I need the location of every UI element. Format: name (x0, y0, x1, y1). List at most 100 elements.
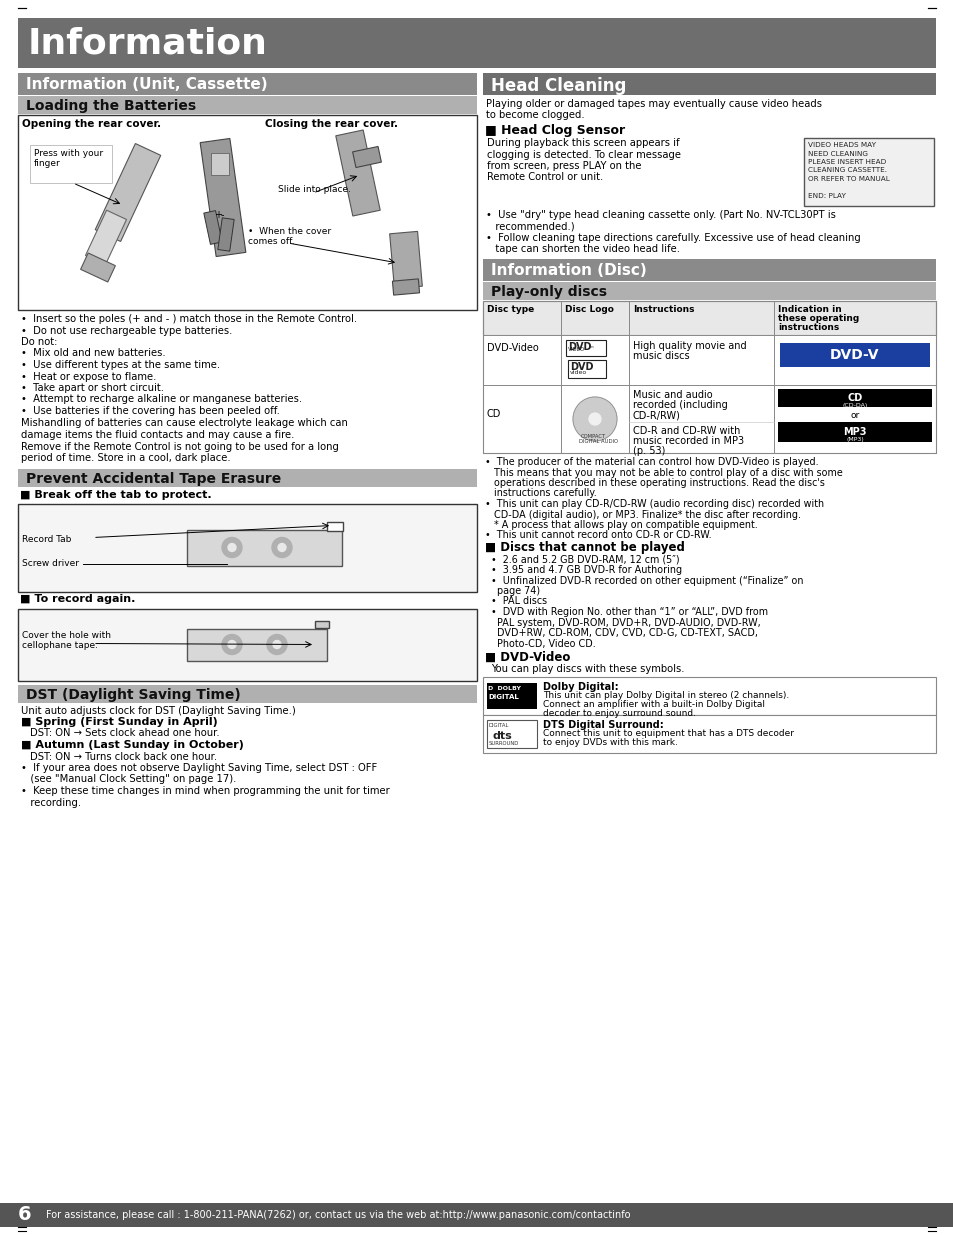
Text: •  Use batteries if the covering has been peeled off.: • Use batteries if the covering has been… (21, 406, 279, 416)
Text: VIDEO HEADS MAY: VIDEO HEADS MAY (807, 142, 875, 148)
Text: music discs: music discs (633, 351, 689, 361)
Text: This unit can play Dolby Digital in stereo (2 channels).: This unit can play Dolby Digital in ster… (542, 692, 788, 700)
Text: +: + (213, 210, 222, 221)
Bar (327, 521, 343, 531)
Text: Playing older or damaged tapes may eventually cause video heads: Playing older or damaged tapes may event… (485, 99, 821, 109)
Text: page 74): page 74) (497, 585, 539, 597)
Text: DST: ON → Sets clock ahead one hour.: DST: ON → Sets clock ahead one hour. (30, 729, 219, 739)
Text: Press with your
finger: Press with your finger (34, 149, 103, 168)
Text: tape can shorten the video head life.: tape can shorten the video head life. (485, 245, 679, 254)
Bar (18, 684, 476, 703)
Text: or: or (849, 411, 859, 420)
Text: •  Use "dry" type head cleaning cassette only. (Part No. NV-TCL30PT is: • Use "dry" type head cleaning cassette … (485, 210, 835, 220)
Text: Unit auto adjusts clock for DST (Daylight Saving Time.): Unit auto adjusts clock for DST (Dayligh… (21, 705, 295, 715)
Text: •  Insert so the poles (+ and - ) match those in the Remote Control.: • Insert so the poles (+ and - ) match t… (21, 314, 356, 324)
Bar (30, 144, 112, 183)
Text: clogging is detected. To clear message: clogging is detected. To clear message (486, 149, 680, 159)
Bar (567, 359, 605, 378)
Text: DVD+RW, CD-ROM, CDV, CVD, CD-G, CD-TEXT, SACD,: DVD+RW, CD-ROM, CDV, CVD, CD-G, CD-TEXT,… (497, 629, 758, 638)
Text: -: - (221, 210, 224, 221)
Text: Prevent Accidental Tape Erasure: Prevent Accidental Tape Erasure (26, 472, 281, 485)
Text: DIGITAL AUDIO: DIGITAL AUDIO (578, 438, 618, 445)
Text: NEED CLEANING: NEED CLEANING (807, 151, 867, 157)
Text: instructions: instructions (778, 324, 839, 332)
Text: period of time. Store in a cool, dark place.: period of time. Store in a cool, dark pl… (21, 453, 231, 463)
Circle shape (222, 537, 242, 557)
Text: Closing the rear cover.: Closing the rear cover. (265, 119, 397, 128)
Text: OR REFER TO MANUAL: OR REFER TO MANUAL (807, 177, 889, 182)
Text: Slide into place.: Slide into place. (277, 185, 351, 194)
Text: ■ Break off the tab to protect.: ■ Break off the tab to protect. (20, 489, 212, 499)
Text: Do not:: Do not: (21, 337, 57, 347)
Bar (18, 96, 476, 114)
Text: •  Follow cleaning tape directions carefully. Excessive use of head cleaning: • Follow cleaning tape directions carefu… (485, 233, 860, 243)
Text: to become clogged.: to become clogged. (485, 110, 584, 121)
Text: •  Attempt to recharge alkaline or manganese batteries.: • Attempt to recharge alkaline or mangan… (21, 394, 302, 405)
Polygon shape (204, 211, 222, 245)
Text: PLEASE INSERT HEAD: PLEASE INSERT HEAD (807, 159, 885, 165)
Bar (482, 282, 935, 300)
Bar (482, 259, 935, 282)
Text: CD: CD (486, 409, 501, 419)
Text: video: video (569, 370, 587, 375)
Text: CD-R/RW): CD-R/RW) (633, 410, 680, 420)
Text: recorded (including: recorded (including (633, 400, 727, 410)
Text: Music and audio: Music and audio (633, 390, 712, 400)
Text: Information (Unit, Cassette): Information (Unit, Cassette) (26, 77, 268, 91)
Bar (486, 720, 537, 748)
Text: Disc type: Disc type (486, 305, 534, 314)
Text: During playback this screen appears if: During playback this screen appears if (486, 138, 679, 148)
Text: High quality movie and: High quality movie and (633, 341, 746, 351)
Bar (482, 385, 935, 453)
Text: Information: Information (28, 26, 268, 61)
Text: MP3: MP3 (842, 427, 866, 437)
Text: DIGITAL: DIGITAL (488, 694, 518, 700)
Bar (803, 138, 933, 206)
Text: music recorded in MP3: music recorded in MP3 (633, 436, 743, 446)
Bar (780, 343, 929, 367)
Text: Disc Logo: Disc Logo (564, 305, 613, 314)
Text: Indication in: Indication in (778, 305, 841, 314)
Text: Cover the hole with
cellophane tape.: Cover the hole with cellophane tape. (22, 631, 111, 650)
Text: Instructions: Instructions (633, 305, 694, 314)
Text: ■ DVD-Video: ■ DVD-Video (484, 651, 570, 664)
Bar (482, 73, 935, 95)
Text: •  When the cover
comes off.: • When the cover comes off. (248, 227, 331, 247)
Bar (565, 340, 605, 356)
Bar (187, 629, 327, 661)
Polygon shape (335, 130, 380, 216)
Text: Remote Control or unit.: Remote Control or unit. (486, 173, 602, 183)
Text: D  DOLBY: D DOLBY (488, 685, 520, 692)
Polygon shape (392, 279, 419, 295)
Circle shape (272, 537, 292, 557)
Bar (18, 19, 935, 68)
Bar (18, 115, 476, 310)
Bar (482, 677, 935, 715)
Text: Play-only discs: Play-only discs (491, 285, 606, 299)
Text: recording.: recording. (21, 798, 81, 808)
Polygon shape (217, 217, 233, 251)
Text: •  3.95 and 4.7 GB DVD-R for Authoring: • 3.95 and 4.7 GB DVD-R for Authoring (491, 564, 681, 576)
Text: operations described in these operating instructions. Read the disc's: operations described in these operating … (484, 478, 824, 488)
Polygon shape (86, 210, 127, 264)
Text: DVD-Video: DVD-Video (486, 343, 538, 353)
Bar (18, 504, 476, 592)
Circle shape (273, 641, 281, 648)
Text: decoder to enjoy surround sound.: decoder to enjoy surround sound. (542, 709, 696, 718)
Circle shape (573, 396, 617, 441)
Text: •  Unfinalized DVD-R recorded on other equipment (“Finalize” on: • Unfinalized DVD-R recorded on other eq… (491, 576, 802, 585)
Text: DTS Digital Surround:: DTS Digital Surround: (542, 720, 663, 730)
Bar (482, 301, 935, 453)
Text: •  The producer of the material can control how DVD-Video is played.: • The producer of the material can contr… (484, 457, 818, 467)
Text: to enjoy DVDs with this mark.: to enjoy DVDs with this mark. (542, 739, 678, 747)
Text: 6: 6 (18, 1205, 31, 1224)
Bar (18, 73, 476, 95)
Text: •  Heat or expose to flame.: • Heat or expose to flame. (21, 372, 156, 382)
Text: •  DVD with Region No. other than “1” or “ALL”, DVD from: • DVD with Region No. other than “1” or … (491, 606, 767, 618)
Bar (0, 1203, 953, 1228)
Polygon shape (200, 138, 246, 257)
Text: * A process that allows play on compatible equipment.: * A process that allows play on compatib… (484, 520, 757, 530)
Text: CD: CD (846, 393, 862, 403)
Text: instructions carefully.: instructions carefully. (484, 489, 597, 499)
Text: Screw driver: Screw driver (22, 559, 79, 568)
